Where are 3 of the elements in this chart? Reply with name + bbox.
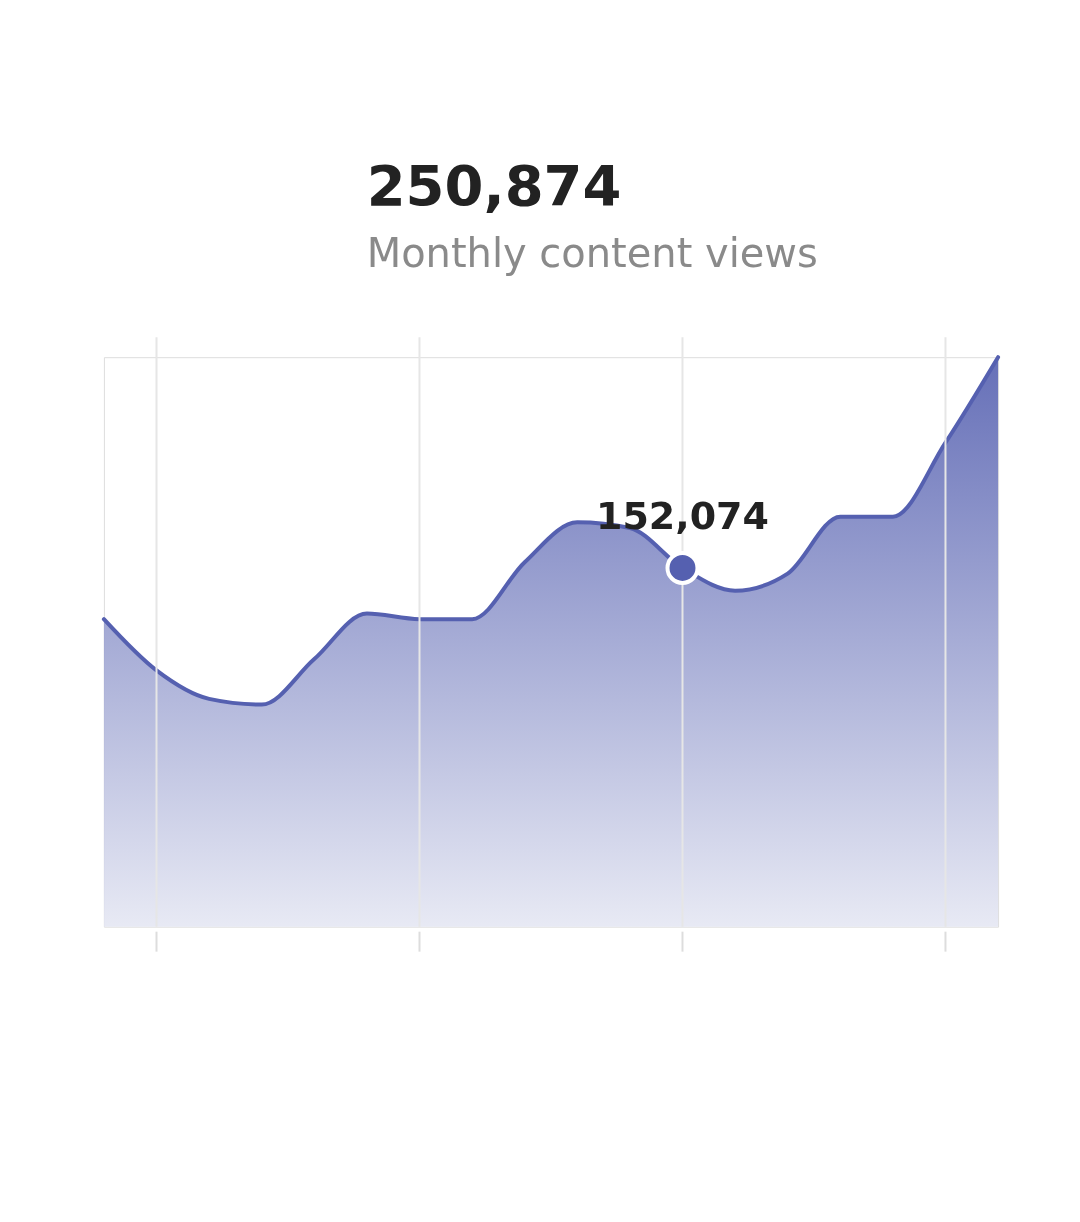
chart-title: 250,874 [366, 153, 622, 219]
annotation: 152,074 [596, 493, 769, 538]
chart-subtitle: Monthly content views [366, 230, 818, 277]
